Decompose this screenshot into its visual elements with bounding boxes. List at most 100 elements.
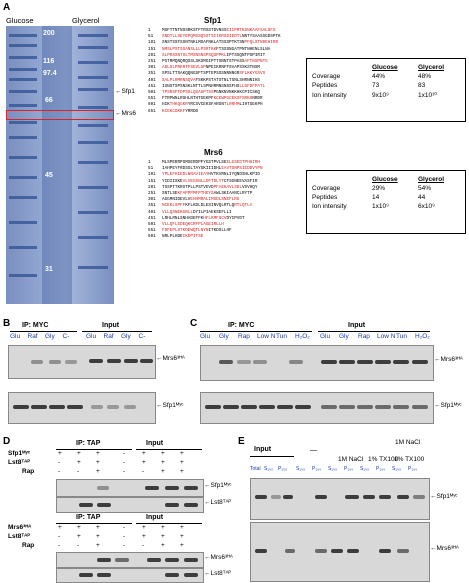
mw-31: 31	[45, 266, 53, 273]
residue-number: 1	[148, 28, 151, 33]
d-sfp1-label: ←Sfp1ᴹʸᶜ	[204, 482, 232, 489]
residue-number: 201	[148, 184, 156, 190]
e-input-header: Input	[254, 446, 272, 453]
condition-mark: +	[96, 459, 100, 466]
condition-mark: -	[123, 542, 126, 549]
arrow-sfp1-label: ←Sfp1	[115, 88, 135, 95]
col-glycerol: Glycerol	[418, 64, 445, 71]
lane-glucose: Glucose	[6, 16, 34, 25]
mrs6-residue-numbers: 1 51 101 151 201 251 301 351 401 451 501 551 601	[148, 160, 160, 241]
condition-mark: +	[180, 459, 184, 466]
e-nacl-tx-2: 1% TX100	[394, 456, 425, 463]
lane-label: C-	[62, 333, 70, 340]
b-sfp1-label: ←Sfp1ᴹʸᶜ	[156, 402, 184, 409]
cell: 1x10¹⁰	[418, 92, 437, 99]
d-lst8-blot-2	[56, 568, 204, 583]
lane-label: C-	[138, 333, 146, 340]
d-row-rap-2: Rap	[22, 542, 35, 549]
lane-label: H₂O₂	[295, 333, 310, 340]
condition-mark: -	[123, 450, 126, 457]
fraction-label: S₁₀₀	[392, 466, 402, 472]
residue-number: 451	[148, 83, 156, 89]
condition-mark: +	[180, 542, 184, 549]
e-sfp1-label: ←Sfp1ᴹʸᶜ	[430, 493, 458, 500]
c-mrs6-label: ←Mrs6³ᴴᴬ	[434, 356, 463, 363]
condition-mark: +	[180, 533, 184, 540]
d-row-lst8-2: Lst8ᵀᴬᴾ	[8, 533, 31, 540]
arrow-mrs6-label: ←Mrs6	[115, 110, 136, 117]
c-lane-labels: Glu Gly Rap Low N Tun H₂O₂ Glu Gly Rap Low N Tun H₂…	[200, 333, 435, 343]
b-mrs6-blot	[8, 345, 156, 379]
b-ip-header: IP: MYC	[22, 322, 49, 329]
panel-label-a: A	[3, 2, 11, 13]
condition-mark: -	[123, 459, 126, 466]
lane-label: Gly	[121, 333, 131, 340]
e-fraction-labels: Total S₁₀₀ P₁₀₀ S₁₀₀ P₁₀₀ S₁₀₀ P₁₀₀ S₁₀₀ P₁₀₀ S₁₀…	[250, 466, 450, 476]
lane-label: Low N	[257, 333, 276, 340]
residue-number: 151	[148, 178, 156, 184]
d-lst8-label-1: ←Lst8ᵀᴬᴾ	[204, 499, 232, 506]
cell: 29%	[372, 185, 386, 192]
lane-label: Glu	[86, 333, 97, 340]
condition-mark: -	[123, 468, 126, 475]
fraction-label: Total	[250, 466, 261, 472]
cell: 73	[372, 82, 380, 89]
d-sfp1-blot	[56, 479, 204, 497]
lane-label: Gly	[219, 333, 229, 340]
e-nacl: 1M NaCl	[338, 456, 364, 463]
residue-number: 51	[148, 166, 154, 172]
panel-label-d: D	[3, 436, 11, 447]
d-input-header: Input	[146, 440, 164, 447]
cell: 54%	[418, 185, 432, 192]
mw-45: 45	[45, 172, 53, 179]
fraction-label: P₁₀₀	[278, 466, 288, 472]
e-mrs6-label: ←Mrs6³ᴴᴬ	[430, 545, 459, 552]
cell: 14	[372, 194, 380, 201]
condition-mark: +	[96, 450, 100, 457]
condition-mark: +	[58, 524, 62, 531]
condition-mark: +	[180, 468, 184, 475]
residue-number: 251	[148, 191, 156, 197]
condition-mark: -	[58, 459, 61, 466]
condition-mark: +	[96, 533, 100, 540]
condition-mark: +	[142, 459, 146, 466]
residue-number: 551	[148, 228, 156, 234]
condition-mark: +	[180, 524, 184, 531]
condition-mark: +	[77, 533, 81, 540]
cell: 48%	[418, 73, 432, 80]
row-label: Peptides	[312, 82, 338, 89]
lane-label: Tun	[396, 333, 407, 340]
residue-number: 451	[148, 215, 156, 221]
condition-mark: +	[142, 524, 146, 531]
residue-number: 401	[148, 209, 156, 215]
panel-label-b: B	[3, 318, 11, 329]
condition-mark: -	[77, 468, 80, 475]
condition-mark: +	[161, 459, 165, 466]
e-untreated: —	[310, 447, 317, 454]
d-mrs6-blot	[56, 552, 204, 568]
mrs6-seq-title: Mrs6	[204, 148, 223, 157]
b-sfp1-blot	[8, 392, 156, 424]
sfp1-sequence-block: 1 51 101 151 201 251 301 351 401 451 501 551 601 651 …	[148, 28, 298, 120]
c-mrs6-blot	[200, 345, 434, 381]
residue-number: 401	[148, 77, 156, 83]
condition-mark: -	[58, 533, 61, 540]
e-tx100: 1% TX100	[368, 456, 399, 463]
residue-number: 1	[148, 160, 151, 165]
condition-mark: +	[161, 542, 165, 549]
condition-mark: +	[96, 524, 100, 531]
fraction-label: S₁₀₀	[328, 466, 338, 472]
mrs6-stats-table: Glucose Glycerol Coverage 29% 54% Peptides 1…	[306, 170, 466, 234]
e-mrs6-blot	[250, 522, 430, 582]
d-input-header-2: Input	[146, 514, 164, 521]
d-ip-header: IP: TAP	[76, 440, 101, 447]
condition-mark: +	[142, 533, 146, 540]
mrs6-sequence-block: 1 51 101 151 201 251 301 351 401 451 501 551 601 MLS…	[148, 160, 298, 246]
condition-mark: +	[58, 450, 62, 457]
cell: 6x10⁹	[418, 203, 435, 210]
condition-mark: -	[77, 542, 80, 549]
row-label: Ion intensity	[312, 203, 347, 210]
residue-number: 351	[148, 71, 156, 77]
d-row-lst8: Lst8ᵀᴬᴾ	[8, 459, 31, 466]
fraction-label: P₁₀₀	[344, 466, 354, 472]
